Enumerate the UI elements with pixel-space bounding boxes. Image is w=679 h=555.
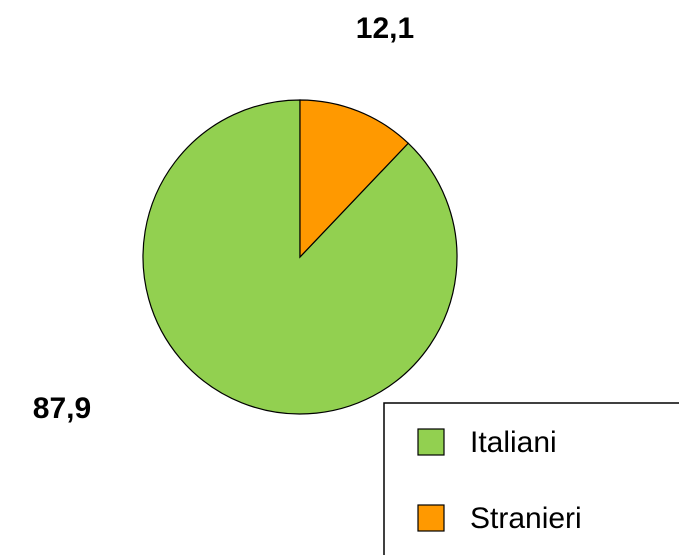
legend: Italiani Stranieri xyxy=(383,402,679,555)
legend-swatch xyxy=(417,428,445,456)
data-label: 87,9 xyxy=(33,392,91,425)
pie-slice xyxy=(299,99,410,259)
data-label: 12,1 xyxy=(356,12,414,45)
legend-label: Stranieri xyxy=(470,502,582,535)
legend-label: Italiani xyxy=(470,426,557,459)
legend-swatch xyxy=(417,504,445,532)
